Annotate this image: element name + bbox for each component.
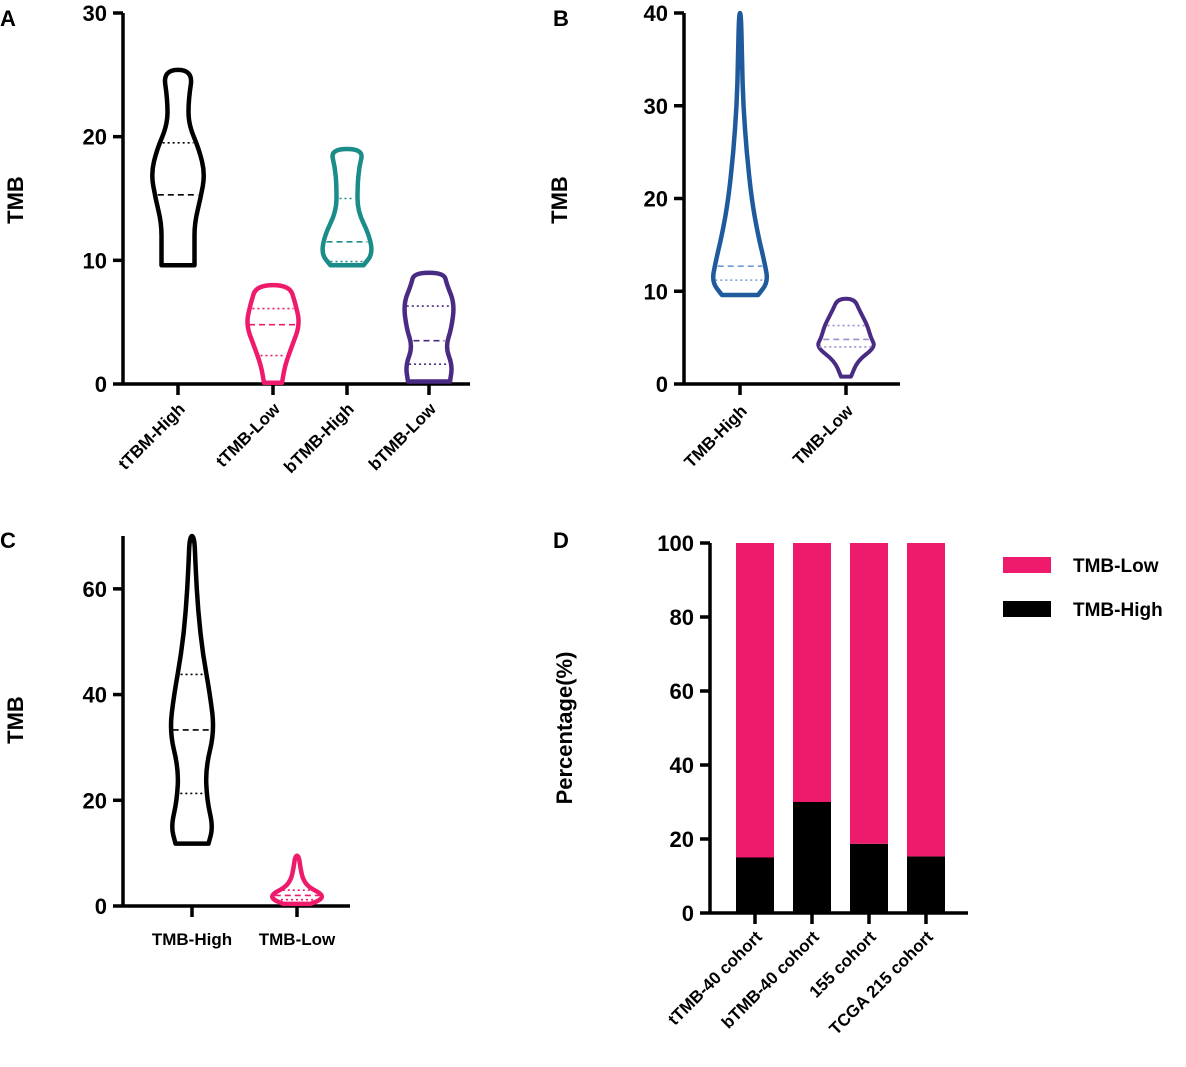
y-tick-label: 80 (670, 605, 694, 630)
y-tick-label: 0 (682, 901, 694, 926)
x-tick-label: tTBM-High (115, 399, 189, 473)
violin-tmb-high (168, 533, 216, 846)
violin-ttmb-low (245, 282, 301, 386)
y-tick-label: 0 (95, 894, 107, 919)
bar-tmb-high (736, 857, 774, 913)
y-tick-label: 20 (83, 788, 107, 813)
panel-b: B TMB 0 10 20 30 40 TMB-High TMB-Low (547, 1, 900, 472)
panel-letter: A (0, 6, 16, 31)
violin-tmb-low (269, 853, 325, 907)
panel-letter: D (553, 528, 569, 553)
y-tick-label: 10 (644, 279, 668, 304)
y-tick-label: 0 (656, 372, 668, 397)
y-axis-title: TMB (3, 696, 28, 744)
y-tick-label: 20 (83, 125, 107, 150)
violin-tmb-low (816, 296, 876, 379)
violin-btmb-low (402, 270, 456, 384)
bar-tmb-high (907, 856, 945, 913)
y-tick-label: 40 (670, 753, 694, 778)
y-tick-label: 40 (83, 683, 107, 708)
violin-btmb-high (320, 146, 374, 268)
y-tick-label: 10 (83, 248, 107, 273)
x-tick-label: tTMB-40 cohort (664, 927, 766, 1029)
x-tick-label: tTMB-Low (212, 399, 284, 471)
y-axis-title: TMB (547, 176, 572, 224)
y-tick-label: 20 (644, 187, 668, 212)
x-tick-label: bTMB-High (280, 399, 358, 477)
y-tick-label: 30 (83, 1, 107, 26)
bar-tmb-low (736, 543, 774, 858)
panel-letter: B (553, 6, 569, 31)
y-tick-label: 30 (644, 94, 668, 119)
x-tick-label: bTMB-Low (365, 399, 440, 474)
panel-d: D Percentage(%) 0 20 40 60 80 100 tTMB-40 cohort… (552, 528, 1163, 1039)
legend-label: TMB-High (1073, 600, 1163, 621)
bar-tmb-high (793, 802, 831, 913)
legend-label: TMB-Low (1073, 556, 1159, 577)
y-tick-label: 60 (670, 679, 694, 704)
panel-c: C TMB 0 20 40 60 TMB-High TMB-Low (0, 528, 350, 949)
bar-tmb-high (850, 843, 888, 913)
y-tick-label: 40 (644, 1, 668, 26)
legend-swatch-tmb-low (1003, 557, 1051, 573)
panel-letter: C (0, 528, 16, 553)
bar-tmb-low (907, 543, 945, 857)
y-axis-title: TMB (3, 176, 28, 224)
y-tick-label: 0 (95, 372, 107, 397)
y-axis-title: Percentage(%) (552, 652, 577, 805)
x-tick-label: TMB-High (681, 401, 751, 471)
x-tick-label: TCGA 215 cohort (826, 927, 937, 1038)
bar-tmb-low (850, 543, 888, 844)
x-tick-label: TMB-Low (259, 930, 336, 949)
legend-swatch-tmb-high (1003, 601, 1051, 617)
violin-tmb-high (710, 10, 770, 298)
y-tick-label: 60 (83, 577, 107, 602)
y-tick-label: 20 (670, 827, 694, 852)
violin-ttbm-high (150, 67, 206, 268)
x-tick-label: TMB-High (152, 930, 232, 949)
x-tick-label: TMB-Low (789, 401, 857, 469)
x-tick-label: bTMB-40 cohort (718, 927, 823, 1032)
y-tick-label: 100 (657, 531, 694, 556)
bar-tmb-low (793, 543, 831, 802)
